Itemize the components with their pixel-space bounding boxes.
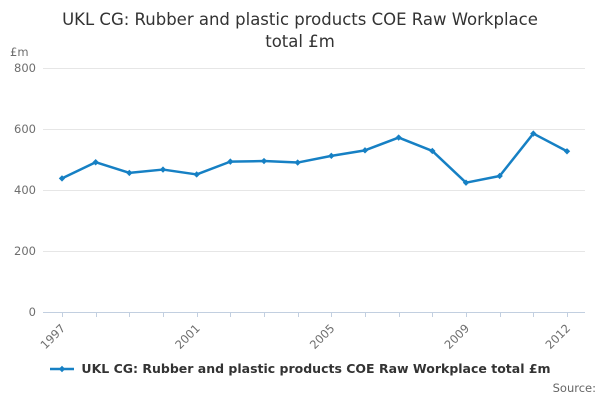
chart-title-line1: UKL CG: Rubber and plastic products COE … bbox=[62, 10, 538, 29]
svg-text:2012: 2012 bbox=[543, 321, 574, 350]
page-title: UKL CG: Rubber and plastic products COE … bbox=[0, 9, 600, 53]
svg-text:400: 400 bbox=[14, 183, 36, 197]
svg-text:1997: 1997 bbox=[38, 321, 69, 350]
svg-text:600: 600 bbox=[14, 122, 36, 136]
svg-text:2005: 2005 bbox=[307, 321, 338, 350]
line-chart-plot: 0 200 400 600 800 1997 2001 2005 2009 2012 bbox=[14, 61, 585, 350]
legend-line-icon bbox=[50, 365, 75, 372]
source-label: Source: bbox=[552, 381, 596, 395]
svg-text:2001: 2001 bbox=[172, 321, 203, 350]
legend: UKL CG: Rubber and plastic products COE … bbox=[0, 361, 600, 376]
svg-text:0: 0 bbox=[29, 305, 36, 319]
svg-text:200: 200 bbox=[14, 244, 36, 258]
legend-label: UKL CG: Rubber and plastic products COE … bbox=[81, 361, 551, 376]
chart-title-line2: total £m bbox=[265, 31, 335, 51]
svg-text:2009: 2009 bbox=[442, 321, 473, 350]
svg-text:800: 800 bbox=[14, 61, 36, 75]
y-axis-unit-label: £m bbox=[10, 45, 29, 59]
